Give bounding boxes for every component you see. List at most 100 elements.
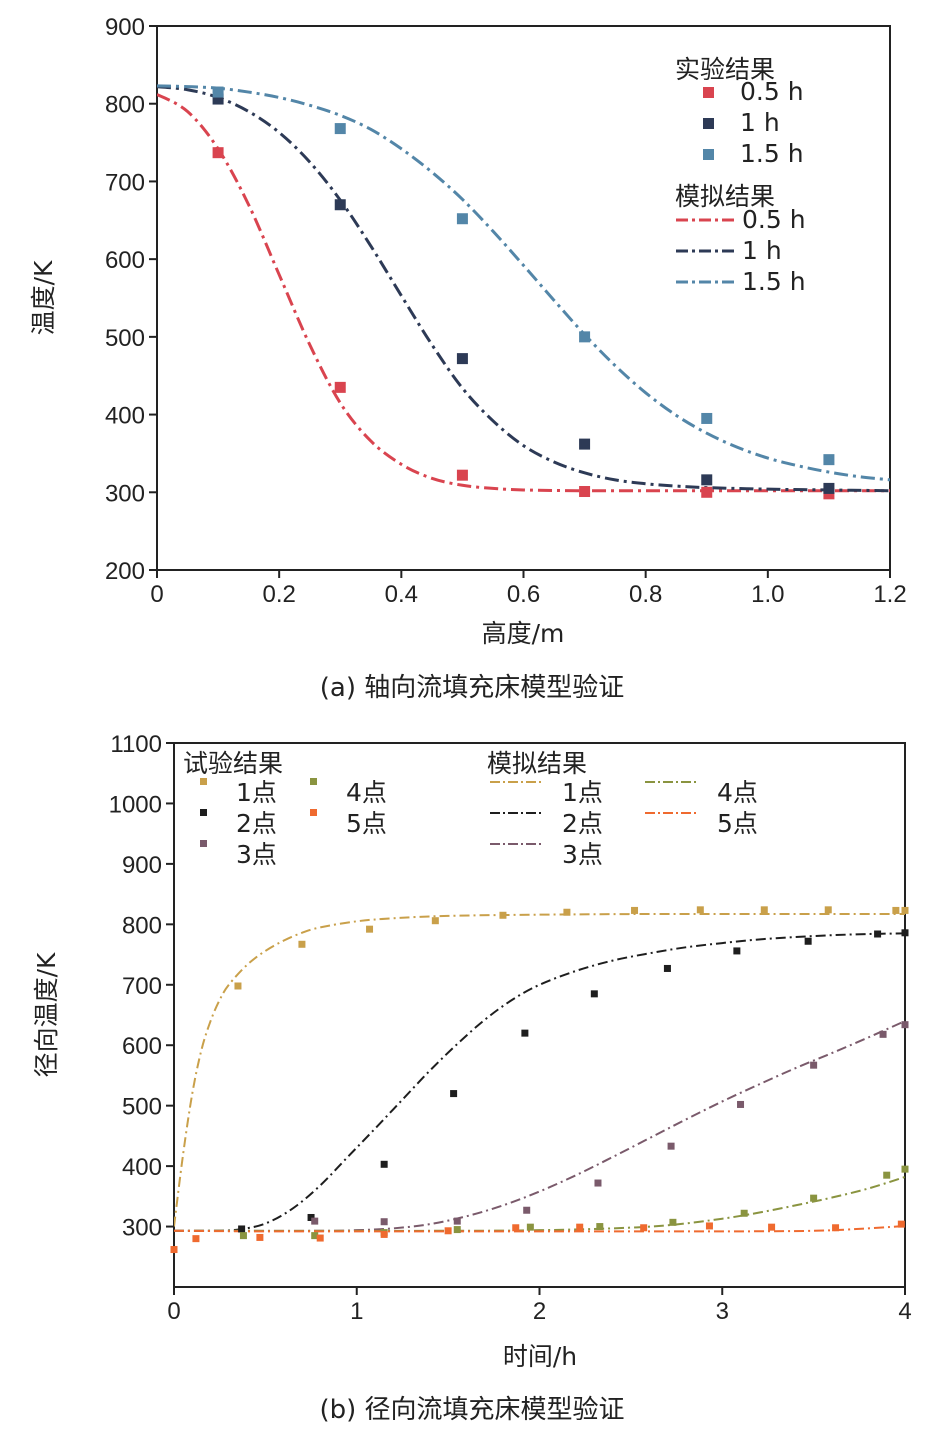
chart-b-exp-point-4	[596, 1223, 604, 1231]
chart-b-exp-points	[170, 906, 909, 1254]
chart-a-legend-exp-items: 0.5 h1 h1.5 h	[703, 77, 804, 168]
chart-b-x-tick-label: 3	[716, 1298, 729, 1325]
chart-b-exp-point-1	[499, 911, 507, 919]
chart-b-exp-point-3	[523, 1206, 531, 1214]
chart-b-exp-point-1	[366, 925, 374, 933]
chart-b-legend-sim-label: 2点	[562, 809, 603, 838]
chart-a-x-tick-label: 0.2	[262, 581, 295, 608]
chart-b-exp-point-2	[874, 930, 882, 938]
chart-a-legend-exp-label: 0.5 h	[740, 77, 804, 106]
chart-a-exp-point-2	[579, 438, 591, 450]
chart-b-x-tick-label: 4	[898, 1298, 911, 1325]
chart-b-legend-exp-title: 试验结果	[183, 749, 283, 778]
chart-b-legend-exp-label: 2点	[236, 809, 277, 838]
chart-b-legend-exp-marker	[200, 809, 207, 816]
chart-a-exp-point-1	[212, 147, 224, 159]
chart-b-legend-sim-label: 3点	[562, 840, 603, 869]
chart-b-y-tick-label: 800	[122, 912, 162, 939]
chart-b-exp-point-2	[238, 1225, 246, 1233]
chart-b-exp-point-3	[311, 1217, 319, 1225]
chart-b-exp-point-4	[239, 1232, 247, 1240]
chart-a-exp-point-1	[334, 381, 346, 393]
chart-b-x-ticks: 0 1 2 3 4	[167, 1287, 912, 1325]
chart-a-legend-exp-title: 实验结果	[675, 55, 775, 84]
chart-b-legend-exp-marker	[310, 778, 317, 785]
chart-b-exp-point-5	[380, 1230, 388, 1238]
chart-b-y-tick-label: 500	[122, 1094, 162, 1121]
chart-a-y-tick-label: 400	[105, 403, 145, 430]
chart-b-exp-point-5	[832, 1224, 840, 1232]
chart-a-x-ticks: 0 0.2 0.4 0.6 0.8 1.0 1.2	[150, 570, 907, 608]
chart-b-exp-point-5	[170, 1246, 178, 1254]
chart-a-exp-point-3	[334, 123, 346, 135]
chart-a-exp-point-1	[456, 469, 468, 481]
chart-a-exp-point-3	[579, 331, 591, 343]
chart-a: 0 0.2 0.4 0.6 0.8 1.0 1.2 200 300 400 500 600 700 80…	[29, 14, 907, 703]
chart-a-exp-point-2	[212, 93, 224, 105]
chart-a-y-tick-label: 900	[105, 14, 145, 41]
chart-b-sim-line-4	[174, 1176, 905, 1232]
chart-b-sim-line-1	[174, 913, 905, 1227]
chart-b-exp-point-1	[234, 982, 242, 990]
chart-b-exp-point-5	[768, 1223, 776, 1231]
chart-a-x-tick-label: 1.0	[751, 581, 784, 608]
chart-a-caption: (a) 轴向流填充床模型验证	[320, 673, 625, 703]
chart-b-legend-sim-label: 4点	[717, 778, 758, 807]
chart-b-exp-point-5	[444, 1227, 452, 1235]
chart-a-y-tick-label: 800	[105, 92, 145, 119]
chart-b-y-tick-label: 1100	[110, 731, 162, 758]
chart-b-legend-exp-label: 4点	[346, 778, 387, 807]
chart-b-exp-point-4	[669, 1218, 677, 1226]
chart-a-exp-point-3	[823, 454, 835, 466]
chart-b-exp-point-3	[737, 1100, 745, 1108]
chart-a-legend-sim-title: 模拟结果	[675, 182, 775, 211]
chart-b-y-tick-label: 700	[122, 973, 162, 1000]
chart-a-x-tick-label: 0.8	[629, 581, 662, 608]
chart-b-y-tick-label: 400	[122, 1154, 162, 1181]
chart-b-exp-point-2	[804, 937, 812, 945]
chart-a-exp-point-3	[456, 213, 468, 225]
chart-b-exp-point-2	[733, 947, 741, 955]
chart-a-legend-exp-marker	[703, 87, 714, 98]
chart-b-exp-point-3	[879, 1030, 887, 1038]
chart-a-y-tick-label: 600	[105, 247, 145, 274]
chart-a-y-tick-label: 300	[105, 480, 145, 507]
chart-a-exp-point-1	[701, 486, 713, 498]
chart-a-x-tick-label: 0.6	[507, 581, 540, 608]
chart-a-x-tick-label: 0.4	[385, 581, 418, 608]
chart-b-exp-point-3	[380, 1218, 388, 1226]
chart-b-exp-point-2	[307, 1213, 315, 1221]
chart-a-exp-point-3	[212, 86, 224, 98]
chart-b-legend-exp-label: 5点	[346, 809, 387, 838]
chart-b-exp-point-1	[892, 906, 900, 914]
chart-a-legend-exp-marker	[703, 118, 714, 129]
chart-b-legend-exp-marker	[310, 809, 317, 816]
chart-b-legend-exp-marker	[200, 778, 207, 785]
chart-a-x-tick-label: 0	[150, 581, 163, 608]
chart-a-legend-exp-label: 1 h	[740, 108, 780, 137]
chart-a-y-tick-label: 500	[105, 325, 145, 352]
chart-b-sim-line-5	[174, 1224, 905, 1233]
chart-b-exp-point-5	[316, 1234, 324, 1242]
chart-a-sim-line-3	[157, 84, 890, 482]
chart-b-y-tick-label: 300	[122, 1215, 162, 1242]
chart-b-exp-point-4	[311, 1232, 319, 1240]
chart-b-sim-line-2	[174, 932, 905, 1232]
chart-a-exp-point-2	[456, 353, 468, 365]
chart-a-ylabel: 温度/K	[29, 260, 58, 335]
chart-b-exp-point-1	[631, 906, 639, 914]
chart-a-exp-point-2	[701, 474, 713, 486]
chart-b-caption: (b) 径向流填充床模型验证	[319, 1395, 624, 1425]
chart-b-exp-point-4	[526, 1223, 534, 1231]
chart-b-exp-point-1	[563, 908, 571, 916]
chart-b-sim-lines	[174, 913, 905, 1233]
chart-a-legend-sim-label: 1.5 h	[742, 267, 806, 296]
chart-b-legend-sim-label: 5点	[717, 809, 758, 838]
chart-a-y-tick-label: 700	[105, 169, 145, 196]
chart-a-exp-point-3	[701, 412, 713, 424]
chart-a-x-tick-label: 1.2	[873, 581, 906, 608]
chart-b-exp-point-3	[901, 1021, 909, 1029]
